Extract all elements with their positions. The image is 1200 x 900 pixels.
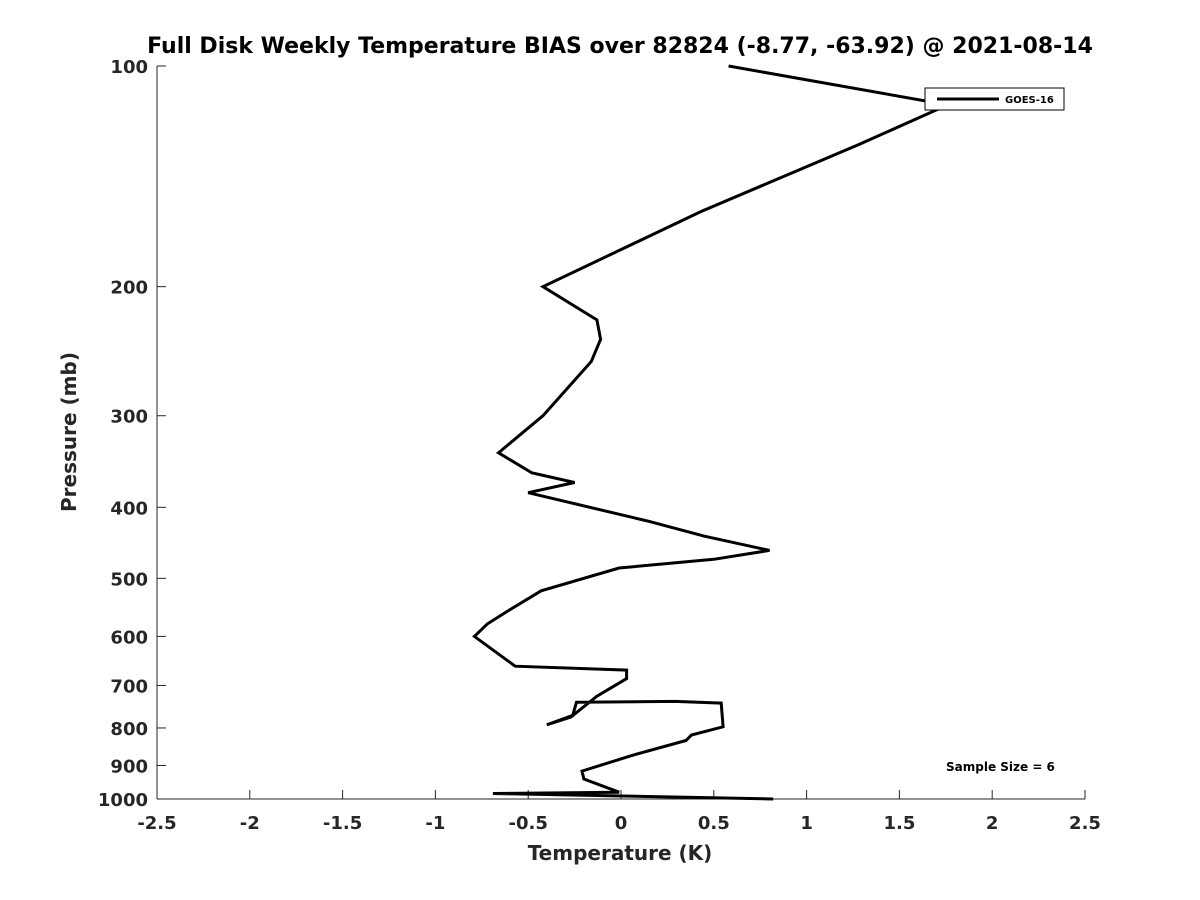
y-tick-label: 800 bbox=[110, 719, 148, 740]
series-line-goes-16 bbox=[472, 64, 953, 801]
x-axis-label: Temperature (K) bbox=[528, 841, 713, 865]
y-axis-ticks: 100 200 300 400 500 600 700 800 900 1000 bbox=[98, 57, 166, 811]
x-tick-label: 0.5 bbox=[698, 813, 730, 834]
y-tick-label: 500 bbox=[110, 569, 148, 590]
y-tick-label: 400 bbox=[110, 498, 148, 519]
y-tick-label: 200 bbox=[110, 278, 148, 299]
x-tick-label: 2.5 bbox=[1069, 813, 1101, 834]
series-layer bbox=[472, 64, 953, 801]
x-tick-label: -1.5 bbox=[323, 813, 362, 834]
x-tick-label: 1 bbox=[800, 813, 813, 834]
x-tick-label: 0 bbox=[615, 813, 628, 834]
chart-title: Full Disk Weekly Temperature BIAS over 8… bbox=[147, 34, 1093, 59]
y-tick-label: 700 bbox=[110, 676, 148, 697]
y-tick-label: 900 bbox=[110, 756, 148, 777]
x-tick-label: -1 bbox=[425, 813, 445, 834]
y-tick-label: 1000 bbox=[98, 790, 148, 811]
x-tick-label: -0.5 bbox=[509, 813, 548, 834]
sample-size-annotation: Sample Size = 6 bbox=[946, 760, 1055, 774]
y-tick-label: 600 bbox=[110, 627, 148, 648]
x-tick-label: -2 bbox=[240, 813, 260, 834]
y-tick-label: 300 bbox=[110, 407, 148, 428]
y-tick-label: 100 bbox=[110, 57, 148, 78]
legend: GOES-16 bbox=[924, 87, 1065, 111]
x-tick-label: 1.5 bbox=[883, 813, 915, 834]
y-axis-label: Pressure (mb) bbox=[57, 352, 81, 512]
x-tick-label: -2.5 bbox=[137, 813, 176, 834]
x-axis-ticks: -2.5 -2 -1.5 -1 -0.5 0 0.5 1 1.5 2 2.5 bbox=[137, 790, 1101, 834]
x-tick-label: 2 bbox=[986, 813, 999, 834]
legend-entry-goes-16: GOES-16 bbox=[1005, 95, 1054, 106]
